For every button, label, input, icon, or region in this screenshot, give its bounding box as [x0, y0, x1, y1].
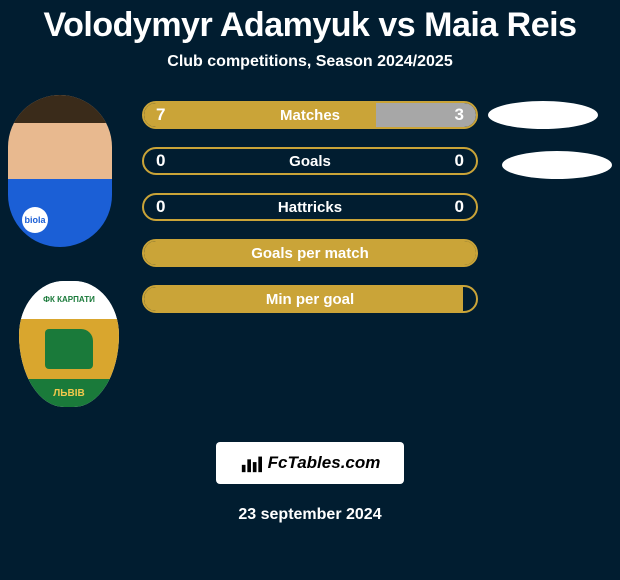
player-right-avatar-placeholder-2 — [502, 151, 612, 179]
stat-fill-left — [144, 103, 376, 127]
stat-bars: 7 3 Matches 0 0 Goals 0 0 Hattricks Goals per mat… — [142, 101, 478, 313]
player-left-avatar: biola — [8, 95, 112, 247]
club-badge: ФК КАРПАТИ ЛЬВІВ — [18, 281, 120, 409]
stat-row-hattricks: 0 0 Hattricks — [142, 193, 478, 221]
footer: FcTables.com — [0, 442, 620, 484]
brand-text: FcTables.com — [268, 453, 381, 473]
stat-value-right: 3 — [455, 105, 464, 125]
stat-value-left: 0 — [156, 197, 165, 217]
stat-label: Goals per match — [251, 245, 369, 262]
stat-value-right: 0 — [455, 151, 464, 171]
subtitle: Club competitions, Season 2024/2025 — [0, 53, 620, 71]
avatar-hair — [8, 95, 112, 123]
date-line: 23 september 2024 — [0, 506, 620, 524]
club-name-top: ФК КАРПАТИ — [19, 281, 119, 319]
brand-box: FcTables.com — [216, 442, 405, 484]
stat-label: Matches — [280, 107, 340, 124]
stat-row-matches: 7 3 Matches — [142, 101, 478, 129]
lion-icon — [45, 329, 93, 369]
bar-chart-icon — [240, 452, 262, 474]
shirt-sponsor: biola — [22, 207, 48, 233]
comparison-content: biola ФК КАРПАТИ ЛЬВІВ 73Matches00Goals0… — [0, 101, 620, 313]
stat-row-goals-per-match: Goals per match — [142, 239, 478, 267]
stat-value-right: 0 — [455, 197, 464, 217]
stat-label: Hattricks — [278, 199, 342, 216]
stat-label: Min per goal — [266, 291, 354, 308]
club-name-bottom: ЛЬВІВ — [19, 379, 119, 407]
page-title: Volodymyr Adamyuk vs Maia Reis — [0, 0, 620, 45]
player-right-avatar-placeholder-1 — [488, 101, 598, 129]
stat-value-left: 0 — [156, 151, 165, 171]
avatar-face — [8, 95, 112, 179]
stat-row-min-per-goal: Min per goal — [142, 285, 478, 313]
stat-label: Goals — [289, 153, 331, 170]
stat-value-left: 7 — [156, 105, 165, 125]
avatar-shirt: biola — [8, 179, 112, 247]
club-emblem — [19, 319, 119, 379]
stat-row-goals: 0 0 Goals — [142, 147, 478, 175]
club-shield: ФК КАРПАТИ ЛЬВІВ — [19, 281, 119, 407]
